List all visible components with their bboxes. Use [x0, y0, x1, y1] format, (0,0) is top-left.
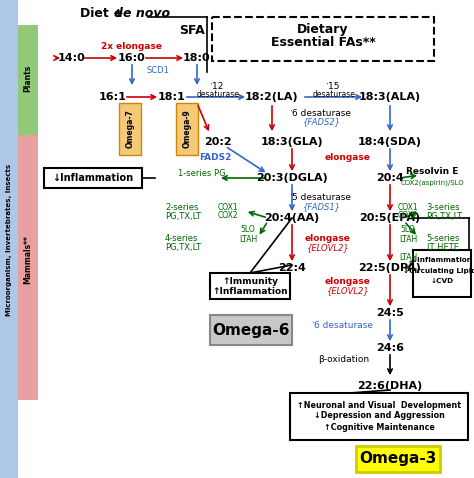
Text: 2x elongase: 2x elongase	[101, 42, 163, 51]
Text: LTAH: LTAH	[399, 253, 417, 262]
Text: 18:4(SDA): 18:4(SDA)	[358, 137, 422, 147]
Text: 1-series PG: 1-series PG	[178, 170, 226, 178]
Bar	[119, 103, 141, 155]
Text: ̒15: ̒15	[328, 82, 340, 90]
Text: Omega-7: Omega-7	[126, 109, 135, 149]
Bar	[212, 17, 434, 61]
Text: PG,TX,LT: PG,TX,LT	[165, 213, 201, 221]
Text: LTAH: LTAH	[399, 235, 417, 243]
Text: COX1: COX1	[398, 203, 419, 211]
Text: 18:3(ALA): 18:3(ALA)	[359, 92, 421, 102]
Text: 16:0: 16:0	[118, 53, 146, 63]
Text: SCD1: SCD1	[146, 65, 169, 75]
Text: 18:2(LA): 18:2(LA)	[245, 92, 299, 102]
Text: 18:1: 18:1	[158, 92, 186, 102]
Bar	[18, 25, 38, 135]
Text: ̒5 desaturase: ̒5 desaturase	[292, 193, 352, 202]
Text: {FADS2}: {FADS2}	[303, 118, 341, 127]
Text: ̒12: ̒12	[212, 82, 224, 90]
Text: 5LO: 5LO	[241, 225, 255, 233]
Text: de novo: de novo	[114, 7, 170, 20]
Text: PG,TX,LT: PG,TX,LT	[426, 213, 462, 221]
Text: 24:6: 24:6	[376, 343, 404, 353]
Text: Mammals**: Mammals**	[24, 236, 33, 284]
Text: ↓Inflammation: ↓Inflammation	[53, 173, 134, 183]
Text: 22:4: 22:4	[278, 263, 306, 273]
Text: {ELOVL2}: {ELOVL2}	[307, 243, 349, 252]
Bar	[290, 393, 468, 440]
Bar	[210, 315, 292, 345]
Bar	[18, 135, 38, 400]
Text: 5LO: 5LO	[401, 225, 415, 233]
Text: ↑Cognitive Maintenance: ↑Cognitive Maintenance	[324, 424, 435, 433]
Text: {FADS1}: {FADS1}	[303, 203, 341, 211]
Text: Resolvin E: Resolvin E	[406, 167, 458, 176]
Text: 3-series: 3-series	[426, 204, 459, 213]
Text: elongase: elongase	[325, 153, 371, 163]
Bar	[176, 103, 198, 155]
Text: 2-series: 2-series	[165, 204, 199, 213]
Text: {ELOVL2}: {ELOVL2}	[327, 286, 369, 295]
Text: 16:1: 16:1	[99, 92, 127, 102]
Text: ↓CVD: ↓CVD	[430, 278, 454, 284]
Text: Omega-9: Omega-9	[182, 109, 191, 148]
Text: COX2: COX2	[398, 210, 419, 219]
Text: ↓Depression and Aggression: ↓Depression and Aggression	[314, 412, 445, 421]
Text: ̒6 desaturase: ̒6 desaturase	[315, 322, 374, 330]
Text: desaturase: desaturase	[312, 89, 356, 98]
Text: COX2: COX2	[218, 210, 238, 219]
Text: SFA: SFA	[179, 23, 205, 36]
Text: 18:0: 18:0	[183, 53, 211, 63]
Text: COX2(aspirin)/SLO: COX2(aspirin)/SLO	[400, 180, 464, 186]
Bar	[356, 446, 440, 472]
Text: 20:3(DGLA): 20:3(DGLA)	[256, 173, 328, 183]
Text: 22:6(DHA): 22:6(DHA)	[357, 381, 423, 391]
Text: elongase: elongase	[305, 233, 351, 242]
Text: Essential FAs**: Essential FAs**	[271, 35, 375, 48]
Text: 20:5(EPA): 20:5(EPA)	[359, 213, 420, 223]
Text: ↑Neuronal and Visual  Development: ↑Neuronal and Visual Development	[297, 401, 461, 410]
Text: Dietary: Dietary	[297, 22, 349, 35]
Text: 18:3(GLA): 18:3(GLA)	[261, 137, 323, 147]
Text: Microorganism, Invertebrates, Insects: Microorganism, Invertebrates, Insects	[6, 164, 12, 316]
Text: 24:5: 24:5	[376, 308, 404, 318]
Text: ↓Circulating Lipids: ↓Circulating Lipids	[403, 268, 474, 274]
Text: Diet +: Diet +	[80, 7, 128, 20]
Text: desaturase: desaturase	[197, 89, 239, 98]
Text: β-oxidation: β-oxidation	[319, 356, 370, 365]
Text: FADS2: FADS2	[199, 153, 231, 163]
Text: ↑Inflammation: ↑Inflammation	[212, 286, 288, 295]
Text: 20:4: 20:4	[376, 173, 404, 183]
Bar	[210, 273, 290, 299]
Text: elongase: elongase	[325, 278, 371, 286]
Text: ̒6 desaturase: ̒6 desaturase	[292, 109, 352, 118]
Bar	[44, 168, 142, 188]
Text: Plants: Plants	[24, 65, 33, 92]
Text: 5-series: 5-series	[426, 233, 459, 242]
Bar	[0, 0, 18, 478]
Text: Omega-6: Omega-6	[212, 323, 290, 337]
Text: 20:2: 20:2	[204, 137, 232, 147]
Text: 20:4(AA): 20:4(AA)	[264, 213, 319, 223]
Bar	[413, 250, 471, 297]
Text: ↓Inflammation: ↓Inflammation	[411, 257, 473, 263]
Text: LT,HETE: LT,HETE	[426, 242, 459, 251]
Text: 14:0: 14:0	[58, 53, 86, 63]
Text: ↑Immunity: ↑Immunity	[222, 278, 278, 286]
Text: LTAH: LTAH	[239, 235, 257, 243]
Text: 4-series: 4-series	[165, 233, 199, 242]
Text: 22:5(DPA): 22:5(DPA)	[358, 263, 421, 273]
Text: Omega-3: Omega-3	[359, 452, 437, 467]
Text: COX1: COX1	[218, 203, 238, 211]
Text: PG,TX,LT: PG,TX,LT	[165, 242, 201, 251]
